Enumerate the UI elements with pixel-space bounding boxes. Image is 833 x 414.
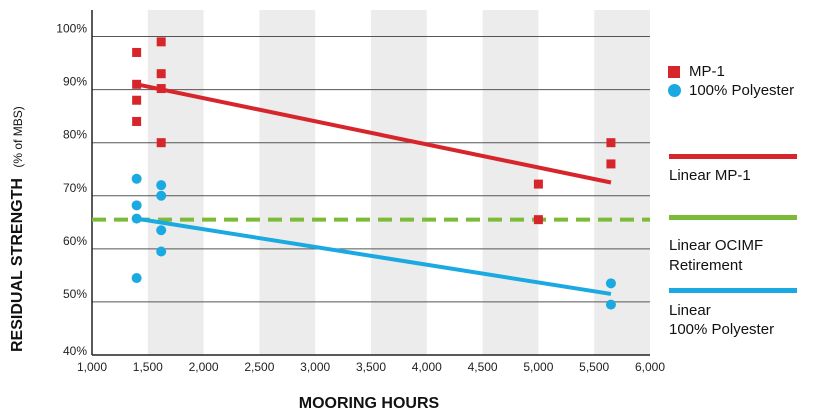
y-tick-label: 100%: [56, 22, 87, 36]
axes: [91, 10, 650, 356]
point-mp-1: [156, 138, 166, 148]
point-mp-1: [533, 179, 543, 189]
shaded-band-3: [482, 10, 539, 355]
point-100-polyester: [131, 200, 142, 211]
x-tick-label: 4,500: [468, 360, 498, 374]
data-points: [131, 37, 616, 310]
x-tick-label: 4,000: [412, 360, 442, 374]
point-100-polyester: [156, 225, 167, 236]
y-axis-label-main: RESIDUAL STRENGTH: [9, 178, 26, 352]
shaded-band-0: [147, 10, 204, 355]
shaded-band-2: [371, 10, 427, 355]
point-mp-1: [132, 95, 142, 105]
point-mp-1: [132, 116, 142, 126]
y-tick-label: 80%: [63, 128, 87, 142]
y-axis-label-unit: (% of MBS): [11, 106, 25, 167]
x-tick-label: 3,500: [356, 360, 386, 374]
point-mp-1: [156, 69, 166, 79]
point-mp-1: [606, 159, 616, 169]
x-tick-label: 1,000: [77, 360, 107, 374]
y-tick-labels: 40% 50% 60% 70% 80% 90% 100%: [56, 22, 87, 358]
x-axis-label: MOORING HOURS: [299, 395, 440, 412]
x-tick-label: 5,500: [579, 360, 609, 374]
point-100-polyester: [156, 180, 167, 191]
x-tick-label: 5,000: [523, 360, 553, 374]
point-mp-1: [156, 37, 166, 47]
point-mp-1: [606, 138, 616, 148]
point-mp-1: [533, 215, 543, 225]
point-100-polyester: [605, 278, 616, 289]
point-100-polyester: [156, 190, 167, 201]
shaded-bands: [147, 10, 650, 355]
point-mp-1: [156, 84, 166, 94]
x-tick-label: 3,000: [300, 360, 330, 374]
x-tick-label: 1,500: [133, 360, 163, 374]
x-tick-label: 6,000: [635, 360, 665, 374]
point-100-polyester: [156, 246, 167, 257]
x-tick-label: 2,000: [189, 360, 219, 374]
trend-lines: [92, 82, 650, 296]
y-axis-label: RESIDUAL STRENGTH (% of MBS): [9, 106, 26, 352]
x-tick-labels: 1,000 1,500 2,000 2,500 3,000 3,500 4,000 4,500…: [77, 360, 665, 374]
x-tick-label: 2,500: [244, 360, 274, 374]
y-tick-label: 90%: [63, 75, 87, 89]
point-mp-1: [132, 79, 142, 89]
y-tick-label: 50%: [63, 287, 87, 301]
y-tick-label: 70%: [63, 181, 87, 195]
point-100-polyester: [131, 173, 142, 184]
shaded-band-1: [259, 10, 316, 355]
point-100-polyester: [605, 299, 616, 310]
grid-lines: [92, 36, 650, 303]
y-tick-label: 60%: [63, 234, 87, 248]
trend-line-linear-mp-1: [136, 82, 612, 185]
y-tick-label: 40%: [63, 344, 87, 358]
point-mp-1: [132, 47, 142, 57]
trend-line-linear-100-polyester: [136, 216, 612, 296]
point-100-polyester: [131, 213, 142, 224]
point-100-polyester: [131, 273, 142, 284]
